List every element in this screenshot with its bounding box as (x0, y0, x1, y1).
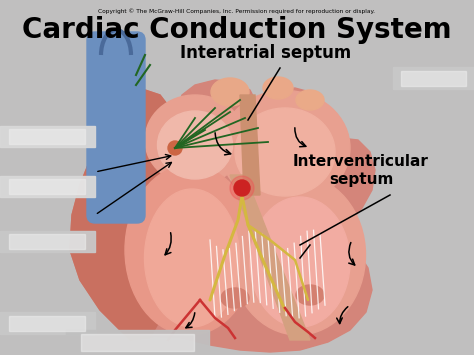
Ellipse shape (250, 197, 350, 327)
Bar (0, 126, 95, 147)
Ellipse shape (145, 95, 245, 185)
Ellipse shape (230, 175, 365, 335)
Bar (81, 334, 194, 351)
Circle shape (234, 180, 250, 196)
Polygon shape (70, 90, 200, 340)
Ellipse shape (211, 78, 249, 106)
Ellipse shape (296, 90, 324, 110)
Bar (401, 71, 466, 86)
Bar (9, 179, 85, 194)
Bar (0, 231, 95, 252)
Ellipse shape (263, 77, 293, 99)
Bar (0, 176, 95, 197)
Ellipse shape (220, 91, 350, 206)
Ellipse shape (157, 111, 233, 179)
Circle shape (168, 141, 182, 155)
Bar (0, 312, 95, 334)
Circle shape (230, 176, 254, 200)
Ellipse shape (296, 285, 324, 305)
FancyBboxPatch shape (87, 32, 145, 223)
Bar (9, 234, 85, 249)
Text: Interatrial septum: Interatrial septum (180, 44, 351, 62)
Polygon shape (240, 95, 260, 195)
Bar (9, 316, 85, 331)
Ellipse shape (221, 288, 249, 308)
Bar (66, 330, 209, 355)
Polygon shape (230, 175, 310, 340)
Ellipse shape (145, 189, 239, 327)
Bar (393, 67, 474, 89)
Ellipse shape (125, 165, 255, 335)
Text: Cardiac Conduction System: Cardiac Conduction System (22, 16, 452, 44)
Text: Copyright © The McGraw-Hill Companies, Inc. Permission required for reproduction: Copyright © The McGraw-Hill Companies, I… (99, 8, 375, 13)
Bar (9, 129, 85, 144)
Text: Interventricular
septum: Interventricular septum (293, 154, 429, 187)
Ellipse shape (235, 108, 335, 196)
Polygon shape (70, 80, 375, 352)
